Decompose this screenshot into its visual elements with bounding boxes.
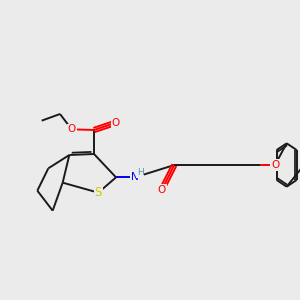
Text: O: O: [68, 124, 76, 134]
Text: O: O: [158, 185, 166, 195]
Text: N: N: [131, 172, 139, 182]
Text: H: H: [136, 168, 143, 177]
Text: S: S: [94, 186, 102, 199]
Text: O: O: [271, 160, 279, 170]
Text: O: O: [112, 118, 120, 128]
